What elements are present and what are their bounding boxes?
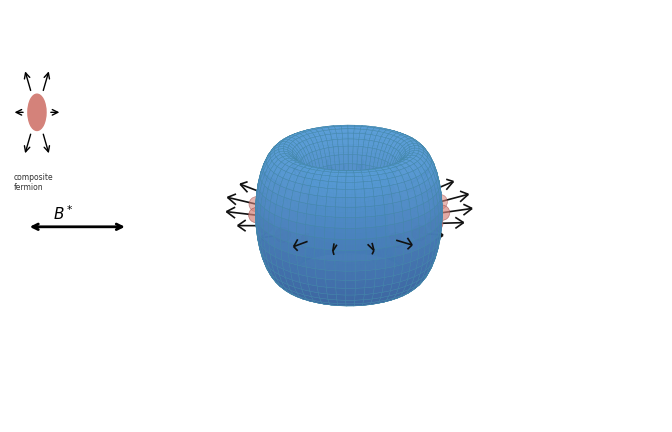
Text: composite
fermion: composite fermion [13,173,53,192]
Circle shape [28,94,46,130]
Text: $B^*$: $B^*$ [54,204,74,223]
